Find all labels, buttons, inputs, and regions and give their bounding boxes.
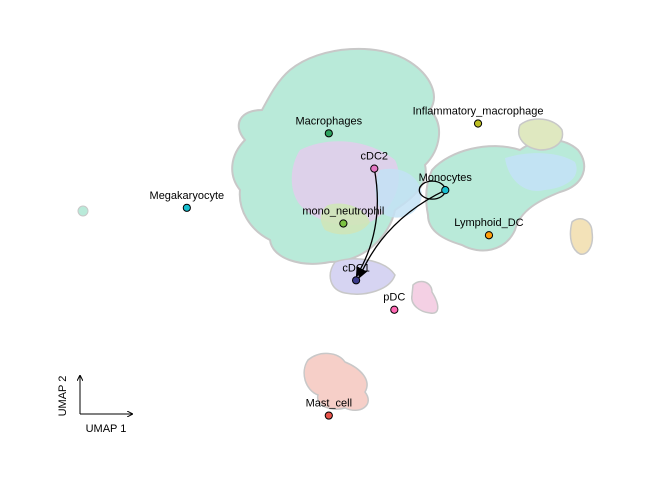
centroid-monocytes: [441, 186, 450, 195]
label-inflammatory-macrophage: Inflammatory_macrophage: [413, 106, 544, 118]
pdc-cloud: [411, 280, 439, 314]
centroid-macrophages: [324, 129, 333, 138]
label-macrophages: Macrophages: [295, 115, 362, 127]
centroid-pdc: [390, 305, 399, 314]
centroid-mono-neutrophil: [339, 219, 348, 228]
label-mast-cell: Mast_cell: [306, 398, 352, 410]
label-cdc1: cDC1: [342, 262, 370, 274]
main-cloud-pink: [291, 141, 399, 226]
label-megakaryocyte: Megakaryocyte: [150, 190, 225, 202]
label-monocytes: Monocytes: [419, 172, 473, 184]
centroid-lymphoid-dc: [484, 231, 494, 240]
cell-clouds: [77, 47, 594, 412]
centroid-mast-cell: [324, 411, 333, 420]
cluster-centroids: [182, 119, 494, 420]
centroid-cdc2: [370, 164, 379, 173]
label-pdc: pDC: [383, 292, 405, 304]
lymphoid-dc-cloud: [569, 218, 594, 255]
centroid-megakaryocyte: [182, 203, 191, 212]
label-mono-neutrophil: mono_neutrophil: [302, 205, 384, 217]
mast-cell-cloud: [303, 352, 369, 412]
label-cdc2: cDC2: [361, 151, 389, 163]
megakaryocyte-cloud: [77, 205, 89, 217]
umap1-axis-label: UMAP 1: [86, 423, 127, 435]
inflammatory-cloud: [518, 118, 564, 151]
cluster-labels: Macrophages cDC2 Megakaryocyte mono_neutrop…: [150, 106, 544, 410]
right-cloud-blue: [505, 153, 577, 191]
centroid-cdc1: [352, 276, 361, 285]
centroid-inflammatory-macrophage: [473, 119, 483, 128]
transition-arrows: [355, 168, 446, 279]
umap2-axis-label: UMAP 2: [57, 376, 69, 417]
main-cloud-blue: [375, 168, 422, 218]
transition-arrow-monocytes-to-cdc1: [358, 189, 446, 279]
axis-indicator: UMAP 1 UMAP 2: [57, 376, 132, 435]
transition-arrow-cdc2-to-cdc1: [355, 168, 379, 278]
label-lymphoid-dc: Lymphoid_DC: [454, 217, 523, 229]
mono-neutrophil-cloud: [320, 203, 370, 235]
